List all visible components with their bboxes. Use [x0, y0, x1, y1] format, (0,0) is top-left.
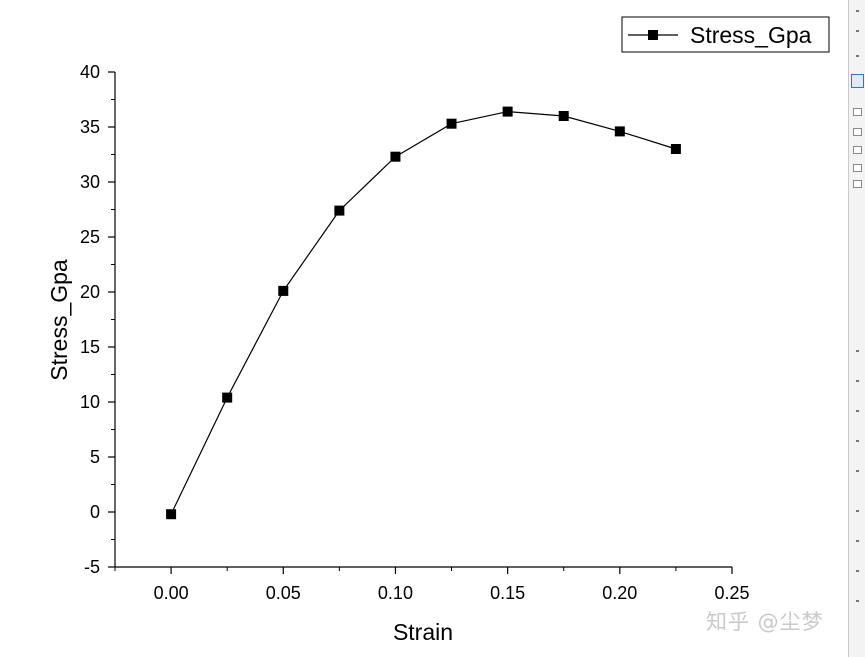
data-point [614, 126, 625, 137]
series-line [170, 110, 677, 515]
x-tick-label: 0.20 [602, 583, 637, 603]
x-tick-label: 0.10 [378, 583, 413, 603]
data-point [446, 118, 457, 129]
data-point [334, 205, 345, 216]
data-point [166, 509, 177, 520]
y-tick-label: 35 [80, 117, 100, 137]
x-tick-label: 0.00 [154, 583, 189, 603]
series-layer [166, 106, 681, 520]
y-tick-label: 40 [80, 62, 100, 82]
x-axis: 0.00 0.05 0.10 0.15 0.20 0.25 [114, 566, 750, 603]
legend-label: Stress_Gpa [690, 22, 812, 48]
y-tick-label: 0 [90, 502, 100, 522]
data-point [390, 151, 401, 162]
x-tick-label: 0.05 [266, 583, 301, 603]
y-tick-label: -5 [84, 557, 100, 577]
x-tick-label: 0.25 [714, 583, 749, 603]
legend-marker [648, 30, 658, 40]
y-axis-label: Stress_Gpa [46, 259, 72, 381]
data-point [278, 285, 289, 296]
legend: Stress_Gpa [621, 16, 830, 53]
y-tick-label: 15 [80, 337, 100, 357]
y-tick-label: 5 [90, 447, 100, 467]
data-point [670, 144, 681, 154]
x-tick-label: 0.15 [490, 583, 525, 603]
data-point [222, 392, 233, 403]
data-point [502, 106, 513, 117]
y-tick-label: 30 [80, 172, 100, 192]
x-axis-label: Strain [393, 619, 453, 645]
data-point [558, 111, 569, 121]
y-tick-label: 20 [80, 282, 100, 302]
watermark: 知乎 @尘梦 [706, 610, 824, 634]
y-axis: -5 0 5 10 15 20 25 30 35 40 [80, 62, 116, 577]
y-tick-label: 25 [80, 227, 100, 247]
side-panel-fragment [848, 0, 865, 657]
y-tick-label: 10 [80, 392, 100, 412]
